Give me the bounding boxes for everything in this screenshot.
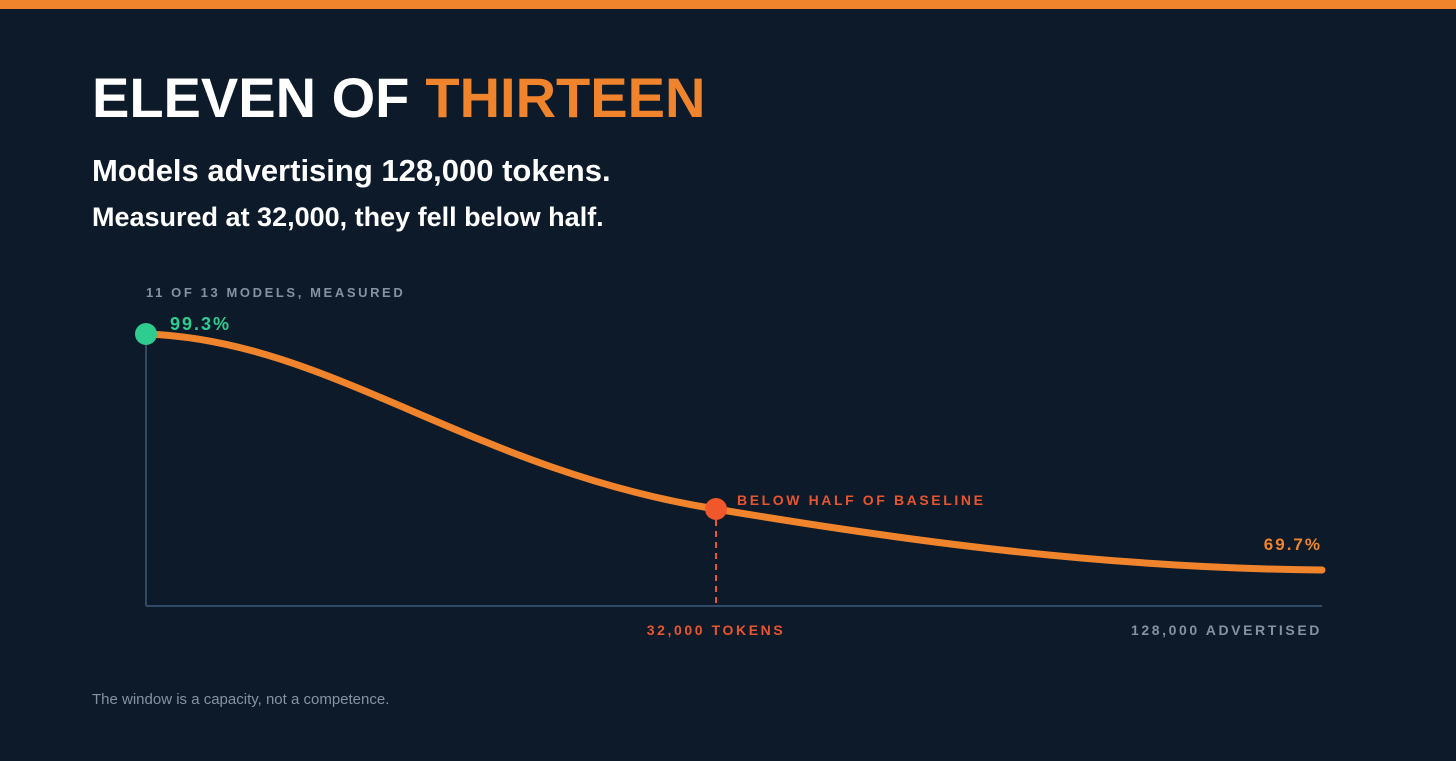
- top-bar: [0, 0, 1456, 9]
- end-label: 69.7%: [1264, 535, 1322, 554]
- start-dot: [135, 323, 157, 345]
- axis-label: 11 OF 13 MODELS, MEASURED: [146, 285, 405, 300]
- footer-note: The window is a capacity, not a competen…: [92, 691, 389, 708]
- mid-x-label: 32,000 TOKENS: [647, 622, 786, 638]
- end-x-label: 128,000 ADVERTISED: [1131, 622, 1322, 638]
- subtitle-2: Measured at 32,000, they fell below half…: [92, 202, 604, 232]
- mid-dot: [705, 498, 727, 520]
- title-highlight: THIRTEEN: [425, 66, 705, 129]
- mid-label: BELOW HALF OF BASELINE: [737, 492, 986, 508]
- title-lead: ELEVEN OF: [92, 66, 409, 129]
- subtitle: Models advertising 128,000 tokens.: [92, 153, 611, 188]
- start-label: 99.3%: [170, 314, 231, 334]
- title: ELEVEN OF THIRTEEN: [92, 66, 705, 129]
